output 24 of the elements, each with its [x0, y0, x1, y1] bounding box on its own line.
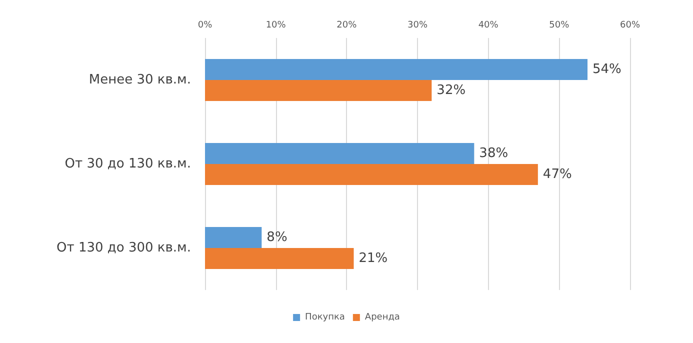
y-tick-label: От 30 до 130 кв.м. — [64, 156, 191, 172]
data-label: 47% — [542, 167, 572, 182]
bar — [205, 80, 432, 101]
y-tick-label: От 130 до 300 кв.м. — [56, 240, 191, 256]
bar — [205, 59, 588, 80]
y-tick-label: Менее 30 кв.м. — [88, 72, 191, 88]
x-tick-label: 20% — [336, 20, 358, 30]
data-label: 8% — [266, 230, 288, 245]
bar — [205, 227, 262, 248]
data-label: 38% — [479, 146, 508, 161]
legend-label: Аренда — [364, 312, 400, 322]
bar — [205, 143, 474, 164]
bar — [205, 164, 538, 185]
data-label: 32% — [436, 83, 466, 98]
x-tick-label: 30% — [407, 20, 428, 30]
bar — [205, 248, 354, 269]
data-label: 21% — [358, 251, 388, 266]
data-label: 54% — [592, 62, 622, 77]
x-tick-label: 0% — [198, 20, 213, 30]
x-tick-label: 10% — [266, 20, 286, 30]
legend-label: Покупка — [305, 312, 345, 322]
x-tick-label: 60% — [620, 20, 640, 30]
x-tick-label: 40% — [478, 20, 499, 30]
x-tick-label: 50% — [549, 20, 570, 30]
